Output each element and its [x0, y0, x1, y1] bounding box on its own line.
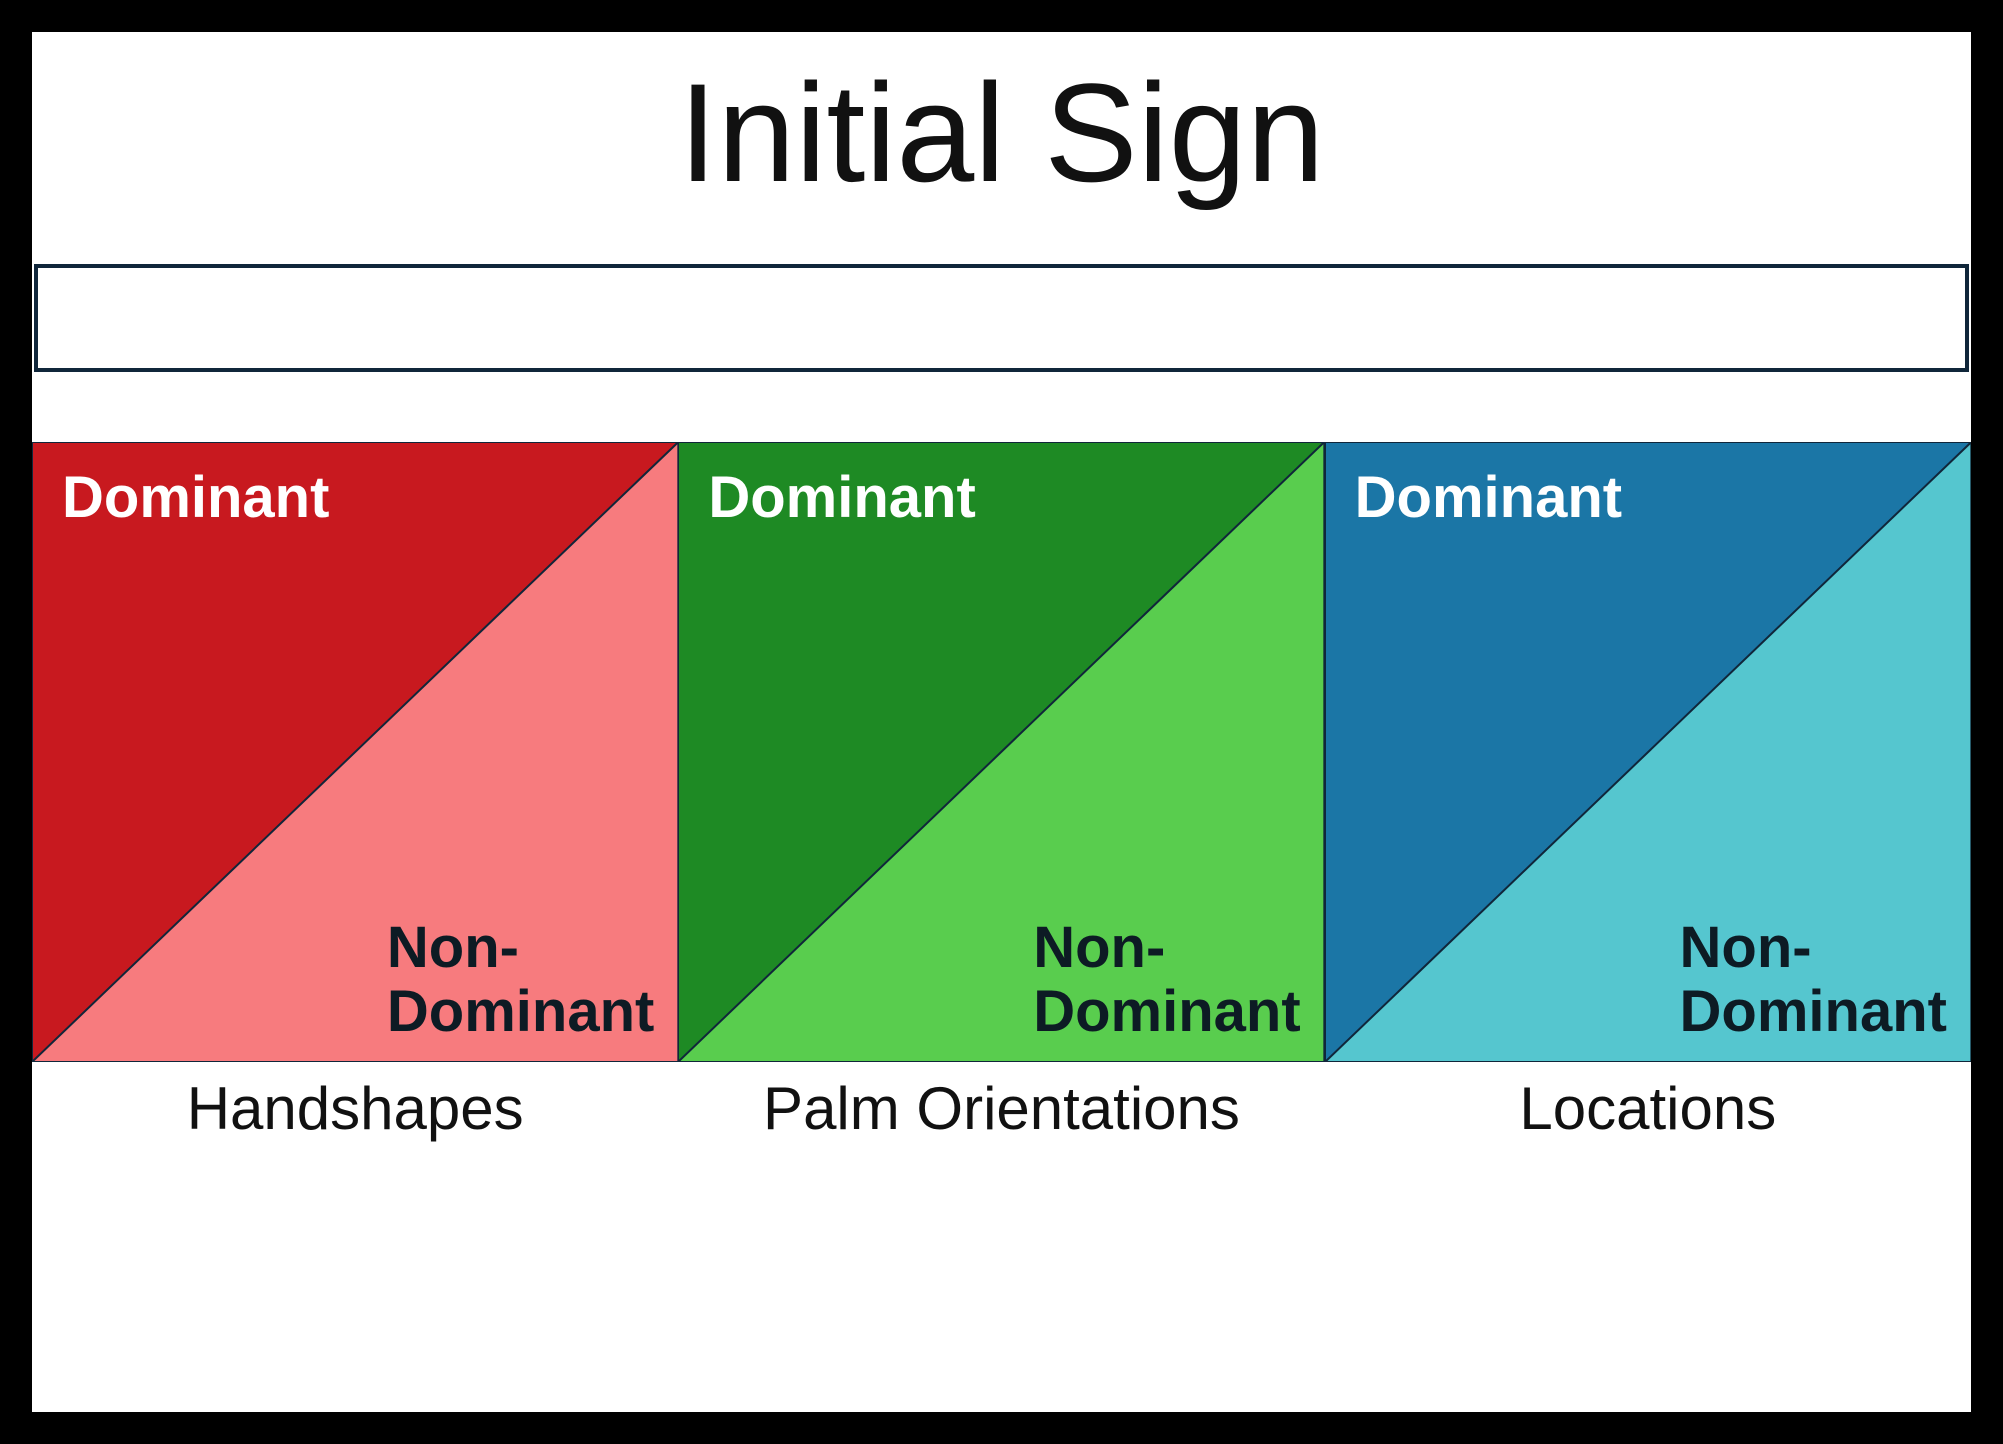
cell-0-bottom-label-line2: Dominant	[387, 980, 654, 1044]
diagram-title: Initial Sign	[32, 32, 1971, 254]
header-subbox	[34, 264, 1969, 372]
cell-1-bottom-label-line2: Dominant	[1033, 980, 1300, 1044]
cell-1-top-label: Dominant	[708, 466, 975, 530]
cell-1-bottom-label: Non-Dominant	[1033, 916, 1300, 1044]
cell-0-bottom-label-line1: Non-	[387, 916, 654, 980]
diagram-frame: Initial Sign DominantNon-DominantDominan…	[0, 0, 2003, 1444]
cell-2-top-label: Dominant	[1355, 466, 1622, 530]
cell-2: DominantNon-Dominant	[1325, 442, 1971, 1062]
caption-2: Locations	[1325, 1074, 1971, 1143]
cell-2-bottom-label-line2: Dominant	[1680, 980, 1947, 1044]
captions-row: HandshapesPalm OrientationsLocations	[32, 1074, 1971, 1143]
cell-1-bottom-label-line1: Non-	[1033, 916, 1300, 980]
cell-0-top-label: Dominant	[62, 466, 329, 530]
cell-0-bottom-label: Non-Dominant	[387, 916, 654, 1044]
cell-2-bottom-label: Non-Dominant	[1680, 916, 1947, 1044]
cell-0: DominantNon-Dominant	[32, 442, 678, 1062]
caption-0: Handshapes	[32, 1074, 678, 1143]
caption-1: Palm Orientations	[678, 1074, 1324, 1143]
cell-2-bottom-label-line1: Non-	[1680, 916, 1947, 980]
cells-row: DominantNon-DominantDominantNon-Dominant…	[32, 442, 1971, 1062]
cell-1: DominantNon-Dominant	[678, 442, 1324, 1062]
